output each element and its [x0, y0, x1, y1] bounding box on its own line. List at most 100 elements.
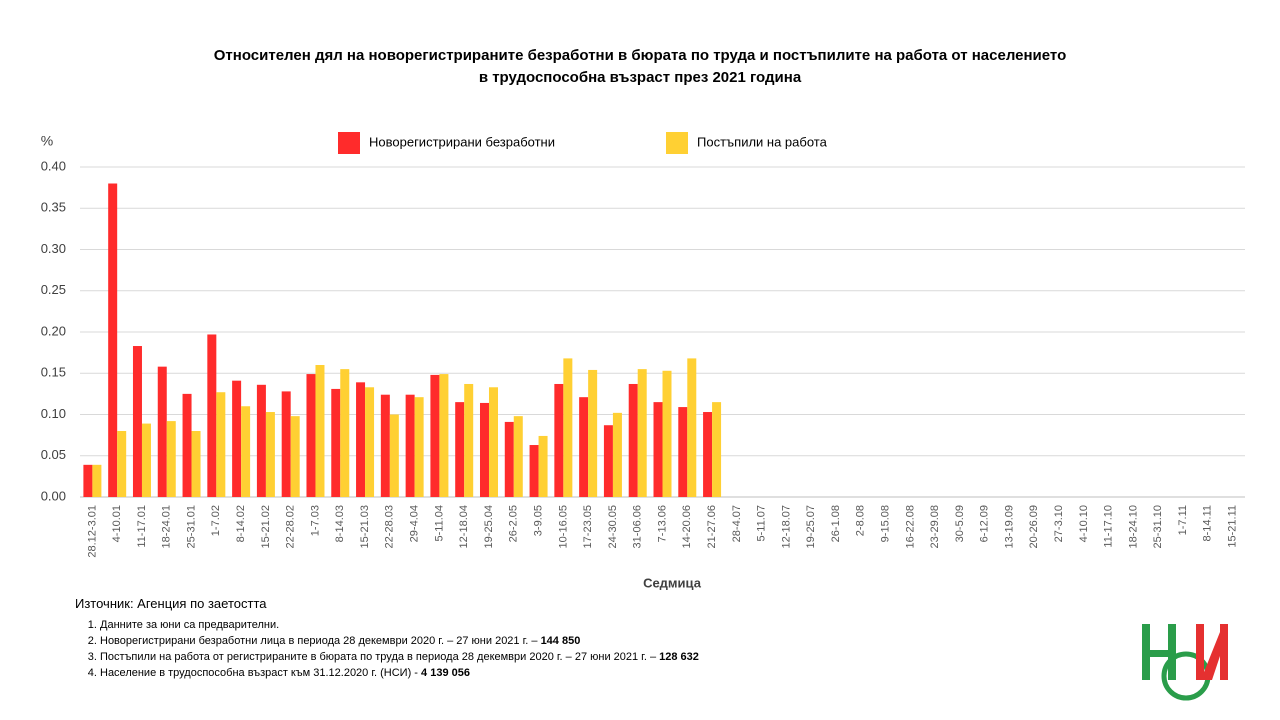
bar: [637, 369, 647, 497]
bar: [504, 421, 514, 497]
x-tick-label: 2-8.08: [855, 505, 867, 536]
bar: [281, 391, 291, 497]
bar: [207, 334, 217, 497]
x-tick-label: 23-29.08: [929, 505, 941, 548]
legend-swatch: [666, 132, 688, 154]
x-tick-label: 30-5.09: [954, 505, 966, 542]
bar: [182, 393, 192, 497]
x-tick-label: 28.12-3.01: [86, 505, 98, 558]
bar: [216, 392, 226, 497]
bar: [340, 369, 350, 497]
bar: [92, 464, 102, 497]
x-tick-label: 19-25.07: [805, 505, 817, 548]
bar: [612, 412, 622, 497]
bar: [157, 366, 167, 497]
bar: [628, 383, 638, 497]
x-tick-label: 28-4.07: [731, 505, 743, 542]
y-tick-label: 0.35: [41, 200, 66, 215]
note: Постъпили на работа от регистрираните в …: [100, 649, 699, 665]
note-text: Новорегистрирани безработни лица в перио…: [100, 635, 541, 647]
x-tick-label: 27-3.10: [1053, 505, 1065, 542]
y-tick-label: 0.30: [41, 241, 66, 256]
bar: [603, 425, 613, 497]
bar: [464, 383, 474, 497]
x-tick-label: 21-27.06: [706, 505, 718, 548]
note-value: 4 139 056: [421, 667, 470, 679]
x-tick-label: 20-26.09: [1028, 505, 1040, 548]
note: Данните за юни са предварителни.: [100, 617, 699, 633]
x-tick-label: 7-13.06: [656, 505, 668, 542]
y-tick-label: 0.10: [41, 406, 66, 421]
x-tick-label: 19-25.04: [483, 505, 495, 548]
y-tick-label: 0.05: [41, 447, 66, 462]
x-tick-label: 25-31.01: [185, 505, 197, 548]
bar: [479, 402, 489, 497]
x-tick-label: 25-31.10: [1152, 505, 1164, 548]
x-tick-label: 1-7.03: [309, 505, 321, 536]
x-tick-label: 1-7.02: [210, 505, 222, 536]
x-tick-label: 4-10.01: [111, 505, 123, 542]
bar: [141, 423, 151, 497]
bar: [132, 346, 142, 497]
legend-swatch: [338, 132, 360, 154]
bar: [712, 402, 722, 497]
bar: [538, 435, 548, 497]
x-tick-label: 29-4.04: [409, 505, 421, 542]
source: Източник: Агенция по заетостта: [75, 596, 267, 611]
bar: [588, 369, 598, 497]
bar: [430, 374, 440, 497]
bar: [380, 394, 390, 497]
bar: [191, 431, 201, 497]
notes: Източник: Агенция по заетостта Данните з…: [75, 596, 699, 681]
bar: [678, 407, 688, 497]
x-tick-label: 3-9.05: [532, 505, 544, 536]
bar: [389, 414, 399, 497]
bar: [529, 445, 539, 497]
y-tick-label: 0.40: [41, 158, 66, 173]
chart-title: Относителен дял на новорегистрираните бе…: [214, 47, 1066, 64]
x-tick-label: 15-21.02: [260, 505, 272, 548]
bar: [108, 183, 118, 497]
y-tick-label: 0.25: [41, 282, 66, 297]
x-tick-label: 6-12.09: [979, 505, 991, 542]
x-tick-label: 10-16.05: [557, 505, 569, 548]
x-tick-label: 11-17.01: [136, 505, 148, 548]
bar: [256, 384, 266, 497]
bar: [563, 358, 573, 497]
bar: [513, 416, 523, 497]
bar: [232, 380, 242, 497]
bar: [365, 387, 375, 497]
x-tick-label: 9-15.08: [879, 505, 891, 542]
bar: [315, 365, 325, 497]
note-value: 144 850: [540, 635, 581, 647]
bar: [455, 402, 465, 497]
bar: [653, 402, 663, 497]
bar: [265, 412, 275, 497]
x-tick-label: 8-14.03: [334, 505, 346, 542]
x-tick-label: 1-7.11: [1177, 505, 1189, 535]
note: Новорегистрирани безработни лица в перио…: [100, 633, 699, 649]
x-tick-label: 13-19.09: [1003, 505, 1015, 548]
x-tick-label: 12-18.04: [458, 505, 470, 548]
x-tick-label: 22-28.02: [285, 505, 297, 548]
bar: [703, 412, 713, 497]
x-tick-label: 31-06.06: [632, 505, 644, 548]
bar: [356, 382, 366, 497]
x-tick-label: 18-24.01: [161, 505, 173, 548]
bar: [579, 397, 589, 497]
y-tick-label: 0.20: [41, 323, 66, 338]
bar: [241, 406, 251, 497]
x-tick-label: 22-28.03: [384, 505, 396, 548]
x-tick-label: 5-11.04: [433, 505, 445, 542]
chart-title: в трудоспособна възраст през 2021 година: [479, 69, 802, 86]
y-unit: %: [41, 133, 53, 149]
note-list: Данните за юни са предварителни. Новореги…: [75, 617, 699, 681]
bar: [687, 358, 697, 497]
note-text: Постъпили на работа от регистрираните в …: [100, 651, 660, 663]
bar: [166, 421, 176, 497]
x-tick-label: 24-30.05: [607, 505, 619, 548]
x-tick-label: 18-24.10: [1127, 505, 1139, 548]
bar: [414, 397, 424, 497]
